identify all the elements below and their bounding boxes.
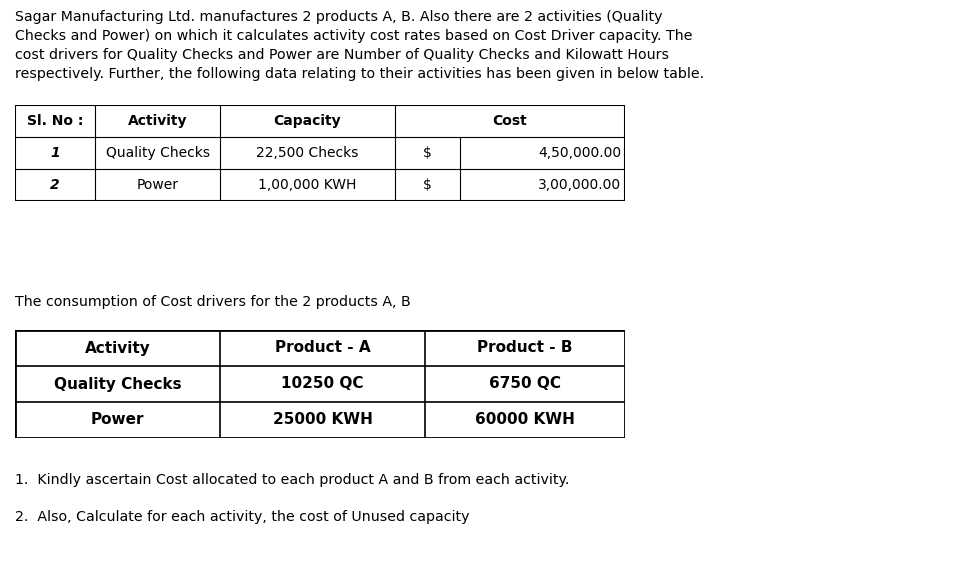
Text: 4,50,000.00: 4,50,000.00 (537, 146, 620, 160)
Text: 1: 1 (51, 146, 60, 160)
Text: Checks and Power) on which it calculates activity cost rates based on Cost Drive: Checks and Power) on which it calculates… (15, 29, 692, 43)
Text: Product - B: Product - B (476, 341, 572, 355)
Text: The consumption of Cost drivers for the 2 products A, B: The consumption of Cost drivers for the … (15, 295, 411, 309)
Text: cost drivers for Quality Checks and Power are Number of Quality Checks and Kilow: cost drivers for Quality Checks and Powe… (15, 48, 668, 62)
Text: 2: 2 (51, 178, 60, 192)
Text: 1,00,000 KWH: 1,00,000 KWH (258, 178, 356, 192)
Text: 6750 QC: 6750 QC (489, 376, 560, 392)
Text: 2.  Also, Calculate for each activity, the cost of Unused capacity: 2. Also, Calculate for each activity, th… (15, 510, 469, 524)
Text: Product - A: Product - A (274, 341, 370, 355)
Text: $: $ (422, 178, 432, 192)
Text: 60000 KWH: 60000 KWH (475, 413, 575, 427)
Text: 25000 KWH: 25000 KWH (273, 413, 372, 427)
Text: 22,500 Checks: 22,500 Checks (256, 146, 358, 160)
Text: Quality Checks: Quality Checks (53, 376, 181, 392)
Text: respectively. Further, the following data relating to their activities has been : respectively. Further, the following dat… (15, 67, 703, 81)
Text: 3,00,000.00: 3,00,000.00 (537, 178, 620, 192)
Text: $: $ (422, 146, 432, 160)
Text: Activity: Activity (128, 114, 187, 128)
Text: Power: Power (136, 178, 178, 192)
Text: Cost: Cost (492, 114, 527, 128)
Text: Sl. No :: Sl. No : (27, 114, 83, 128)
Text: Sagar Manufacturing Ltd. manufactures 2 products A, B. Also there are 2 activiti: Sagar Manufacturing Ltd. manufactures 2 … (15, 10, 661, 24)
Text: Power: Power (91, 413, 144, 427)
Text: Capacity: Capacity (274, 114, 341, 128)
Text: Activity: Activity (85, 341, 151, 355)
Text: Quality Checks: Quality Checks (106, 146, 210, 160)
Text: 10250 QC: 10250 QC (281, 376, 363, 392)
Text: 1.  Kindly ascertain Cost allocated to each product A and B from each activity.: 1. Kindly ascertain Cost allocated to ea… (15, 473, 569, 487)
